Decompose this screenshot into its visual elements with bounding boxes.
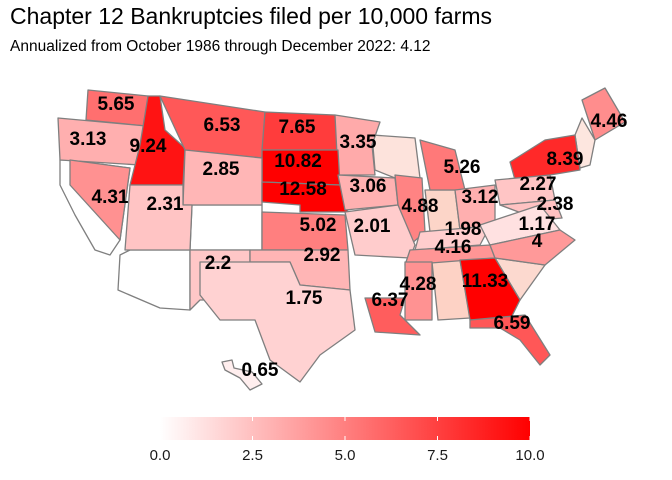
chart-title: Chapter 12 Bankruptcies filed per 10,000…	[10, 3, 492, 29]
value-label: 6.53	[204, 115, 241, 136]
value-label: 2.38	[537, 194, 574, 215]
value-label: 10.82	[274, 151, 322, 172]
value-label: 3.13	[70, 129, 107, 150]
value-labels: 5.65 3.13 9.24 6.53 7.65 3.35 4.46 10.82 2.85 5.2…	[70, 94, 628, 381]
state-region	[364, 297, 421, 336]
colorbar-tick-label: 2.5	[242, 447, 263, 464]
value-label: 5.65	[98, 94, 135, 115]
colorbar-tick-label: 7.5	[427, 447, 448, 464]
state-region	[404, 261, 433, 321]
value-label: 4.28	[400, 274, 437, 295]
value-label: 3.06	[350, 176, 387, 197]
state-region	[221, 359, 263, 391]
state-region	[581, 87, 626, 141]
state-region	[394, 174, 426, 246]
value-label: 8.39	[547, 149, 584, 170]
value-label: 6.37	[372, 290, 409, 311]
state	[371, 134, 421, 179]
state-region	[69, 159, 131, 241]
value-label: 3.12	[462, 187, 499, 208]
value-label: 2.01	[354, 216, 391, 237]
value-label: 2.31	[147, 194, 184, 215]
value-label: 1.17	[519, 214, 556, 235]
value-label: 4.31	[92, 187, 129, 208]
value-label: 4.46	[591, 111, 628, 132]
colorbar-tick-label: 5.0	[335, 447, 356, 464]
state	[117, 249, 191, 311]
state	[189, 204, 263, 251]
value-label: 9.24	[130, 136, 167, 157]
state-region	[199, 261, 356, 383]
state-region	[489, 229, 576, 266]
value-label: 12.58	[279, 179, 327, 200]
value-label: 4.16	[435, 237, 472, 258]
value-label: 1.75	[286, 288, 323, 309]
value-label: 5.26	[444, 157, 481, 178]
state-region	[469, 314, 551, 366]
value-label: 4.88	[402, 196, 439, 217]
value-label: 5.02	[300, 215, 337, 236]
value-label: 6.59	[494, 313, 531, 334]
value-label: 2.85	[203, 159, 240, 180]
value-label: 2.2	[205, 253, 231, 274]
state-region	[459, 257, 521, 321]
value-label: 0.65	[242, 360, 279, 381]
value-label: 2.92	[304, 245, 341, 266]
labeled-states	[57, 87, 626, 391]
colorbar	[160, 417, 530, 440]
value-label: 7.65	[279, 117, 316, 138]
chart-subtitle: Annualized from October 1986 through Dec…	[10, 38, 430, 55]
state-region	[182, 149, 263, 206]
value-label: 3.35	[340, 132, 377, 153]
color-legend: 0.0 2.5 5.0 7.5 10.0	[150, 417, 545, 464]
colorbar-tick-label: 0.0	[150, 447, 171, 464]
state-region	[124, 184, 193, 251]
colorbar-tick-label: 10.0	[515, 447, 544, 464]
value-label: 11.33	[462, 271, 509, 292]
value-label: 1.98	[445, 219, 482, 240]
value-label: 2.27	[520, 174, 557, 195]
value-label: 4	[532, 231, 543, 252]
